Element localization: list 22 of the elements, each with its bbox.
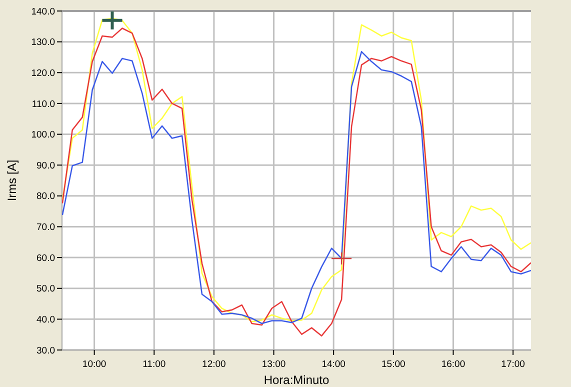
x-tick-label: 16:00 bbox=[441, 359, 466, 370]
y-tick-label: 30.0 bbox=[36, 345, 55, 356]
y-axis-title: Irms [A] bbox=[5, 160, 19, 202]
y-tick-label: 120.0 bbox=[31, 68, 55, 79]
x-tick-label: 14:00 bbox=[322, 359, 346, 370]
y-tick-label: 130.0 bbox=[31, 37, 55, 48]
x-axis-title: Hora:Minuto bbox=[264, 373, 330, 387]
x-tick-label: 15:00 bbox=[382, 359, 406, 370]
y-tick-label: 60.0 bbox=[36, 252, 55, 264]
y-tick-label: 90.0 bbox=[36, 160, 55, 172]
y-tick-label: 80.0 bbox=[36, 191, 55, 202]
y-tick-label: 40.0 bbox=[36, 314, 55, 326]
y-tick-label: 100.0 bbox=[31, 130, 55, 141]
x-tick-label: 12:00 bbox=[202, 359, 226, 370]
y-tick-label: 110.0 bbox=[32, 98, 55, 110]
y-tick-label: 70.0 bbox=[36, 222, 55, 234]
y-tick-label: 140.0 bbox=[31, 6, 55, 18]
y-tick-label: 50.0 bbox=[36, 284, 55, 295]
x-tick-label: 11:00 bbox=[142, 359, 166, 370]
x-tick-label: 13:00 bbox=[262, 359, 286, 370]
x-tick-label: 17:00 bbox=[501, 359, 525, 370]
x-tick-label: 10:00 bbox=[82, 359, 106, 370]
